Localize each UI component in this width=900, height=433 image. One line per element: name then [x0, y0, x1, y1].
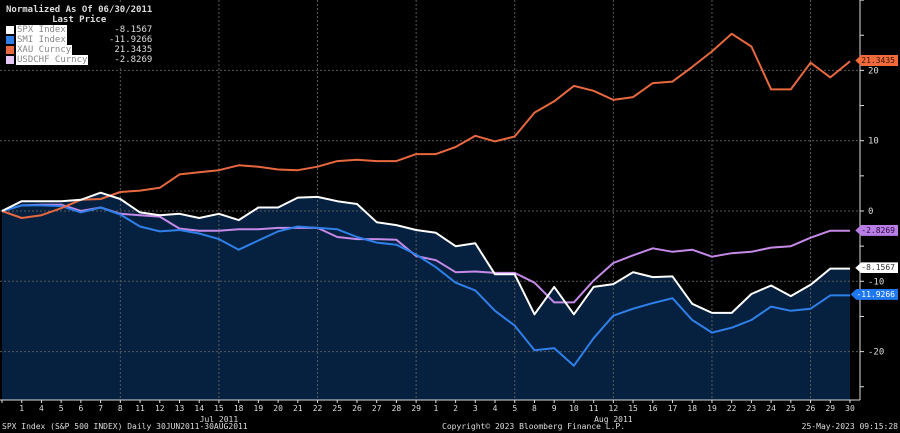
legend-item-xau: XAU Curncy 21.3435: [6, 45, 152, 55]
svg-text:18: 18: [234, 404, 244, 413]
footer-security: SPX Index (S&P 500 INDEX) Daily 30JUN201…: [2, 422, 248, 431]
chart-footer: SPX Index (S&P 500 INDEX) Daily 30JUN201…: [0, 421, 900, 433]
svg-text:14: 14: [194, 404, 204, 413]
legend-label-usdchf: USDCHF Curncy: [16, 55, 89, 65]
svg-text:28: 28: [392, 404, 402, 413]
svg-text:8: 8: [118, 404, 123, 413]
svg-text:20: 20: [273, 404, 283, 413]
svg-text:19: 19: [254, 404, 264, 413]
svg-text:Jul 2011: Jul 2011: [200, 415, 239, 424]
svg-text:29: 29: [825, 404, 835, 413]
tag-smi: -11.9266: [850, 288, 898, 300]
svg-text:20: 20: [868, 66, 879, 76]
svg-text:25: 25: [786, 404, 796, 413]
svg-text:21: 21: [293, 404, 303, 413]
svg-text:27: 27: [372, 404, 382, 413]
legend-value-xau: 21.3435: [114, 45, 153, 55]
legend-value-smi: -11.9266: [108, 35, 153, 45]
svg-text:4: 4: [493, 404, 498, 413]
legend-title: Normalized As Of 06/30/2011: [6, 5, 153, 15]
svg-text:16: 16: [648, 404, 658, 413]
svg-text:4: 4: [39, 404, 44, 413]
svg-text:1: 1: [19, 404, 24, 413]
svg-text:11: 11: [135, 404, 145, 413]
legend-swatch-usdchf: [6, 56, 14, 64]
svg-text:29: 29: [411, 404, 421, 413]
legend-label-smi: SMI Index: [16, 35, 67, 45]
svg-text:12: 12: [609, 404, 619, 413]
svg-text:2: 2: [453, 404, 458, 413]
svg-text:24: 24: [766, 404, 776, 413]
svg-text:5: 5: [512, 404, 517, 413]
footer-timestamp: 25-May-2023 09:15:28: [801, 422, 898, 431]
svg-text:7: 7: [98, 404, 103, 413]
svg-text:22: 22: [313, 404, 323, 413]
svg-text:10: 10: [868, 137, 879, 147]
svg-text:-10: -10: [868, 277, 884, 287]
spx-area-fill: [2, 192, 850, 400]
legend-value-usdchf: -2.8269: [114, 55, 153, 65]
series-lines: [1, 32, 851, 367]
legend-label-spx: SPX Index: [16, 25, 67, 35]
svg-text:Aug 2011: Aug 2011: [594, 415, 633, 424]
legend-swatch-spx: [6, 26, 14, 34]
svg-text:9: 9: [552, 404, 557, 413]
legend-value-spx: -8.1567: [114, 25, 153, 35]
svg-text:-20: -20: [868, 348, 884, 358]
tag-usdchf: -2.8269: [855, 224, 898, 236]
svg-text:8: 8: [532, 404, 537, 413]
legend-swatch-smi: [6, 36, 14, 44]
svg-text:26: 26: [352, 404, 362, 413]
legend-swatch-xau: [6, 46, 14, 54]
svg-text:22: 22: [727, 404, 737, 413]
svg-text:1: 1: [433, 404, 438, 413]
legend-item-smi: SMI Index -11.9266: [6, 35, 152, 45]
svg-text:0: 0: [868, 207, 873, 217]
grid-lines: [0, 0, 860, 400]
svg-text:23: 23: [747, 404, 757, 413]
svg-text:13: 13: [175, 404, 185, 413]
svg-text:15: 15: [214, 404, 224, 413]
legend-item-usdchf: USDCHF Curncy -2.8269: [6, 55, 152, 65]
svg-text:25: 25: [332, 404, 342, 413]
svg-text:30: 30: [845, 404, 855, 413]
svg-text:11: 11: [589, 404, 599, 413]
svg-text:6: 6: [78, 404, 83, 413]
svg-text:5: 5: [59, 404, 64, 413]
svg-text:12: 12: [155, 404, 165, 413]
tag-xau: 21.3435: [855, 54, 898, 66]
svg-text:17: 17: [668, 404, 678, 413]
svg-text:15: 15: [628, 404, 638, 413]
svg-text:19: 19: [707, 404, 717, 413]
legend-subtitle: Last Price: [52, 15, 107, 25]
legend-item-spx: SPX Index -8.1567: [6, 25, 152, 35]
tag-spx: -8.1567: [855, 262, 898, 274]
svg-text:18: 18: [687, 404, 697, 413]
svg-text:3: 3: [473, 404, 478, 413]
svg-text:26: 26: [806, 404, 816, 413]
svg-text:10: 10: [569, 404, 579, 413]
legend-label-xau: XAU Curncy: [16, 45, 73, 55]
chart-legend: Normalized As Of 06/30/2011 Last Price S…: [2, 3, 157, 68]
footer-copyright: Copyright© 2023 Bloomberg Finance L.P.: [442, 422, 626, 431]
